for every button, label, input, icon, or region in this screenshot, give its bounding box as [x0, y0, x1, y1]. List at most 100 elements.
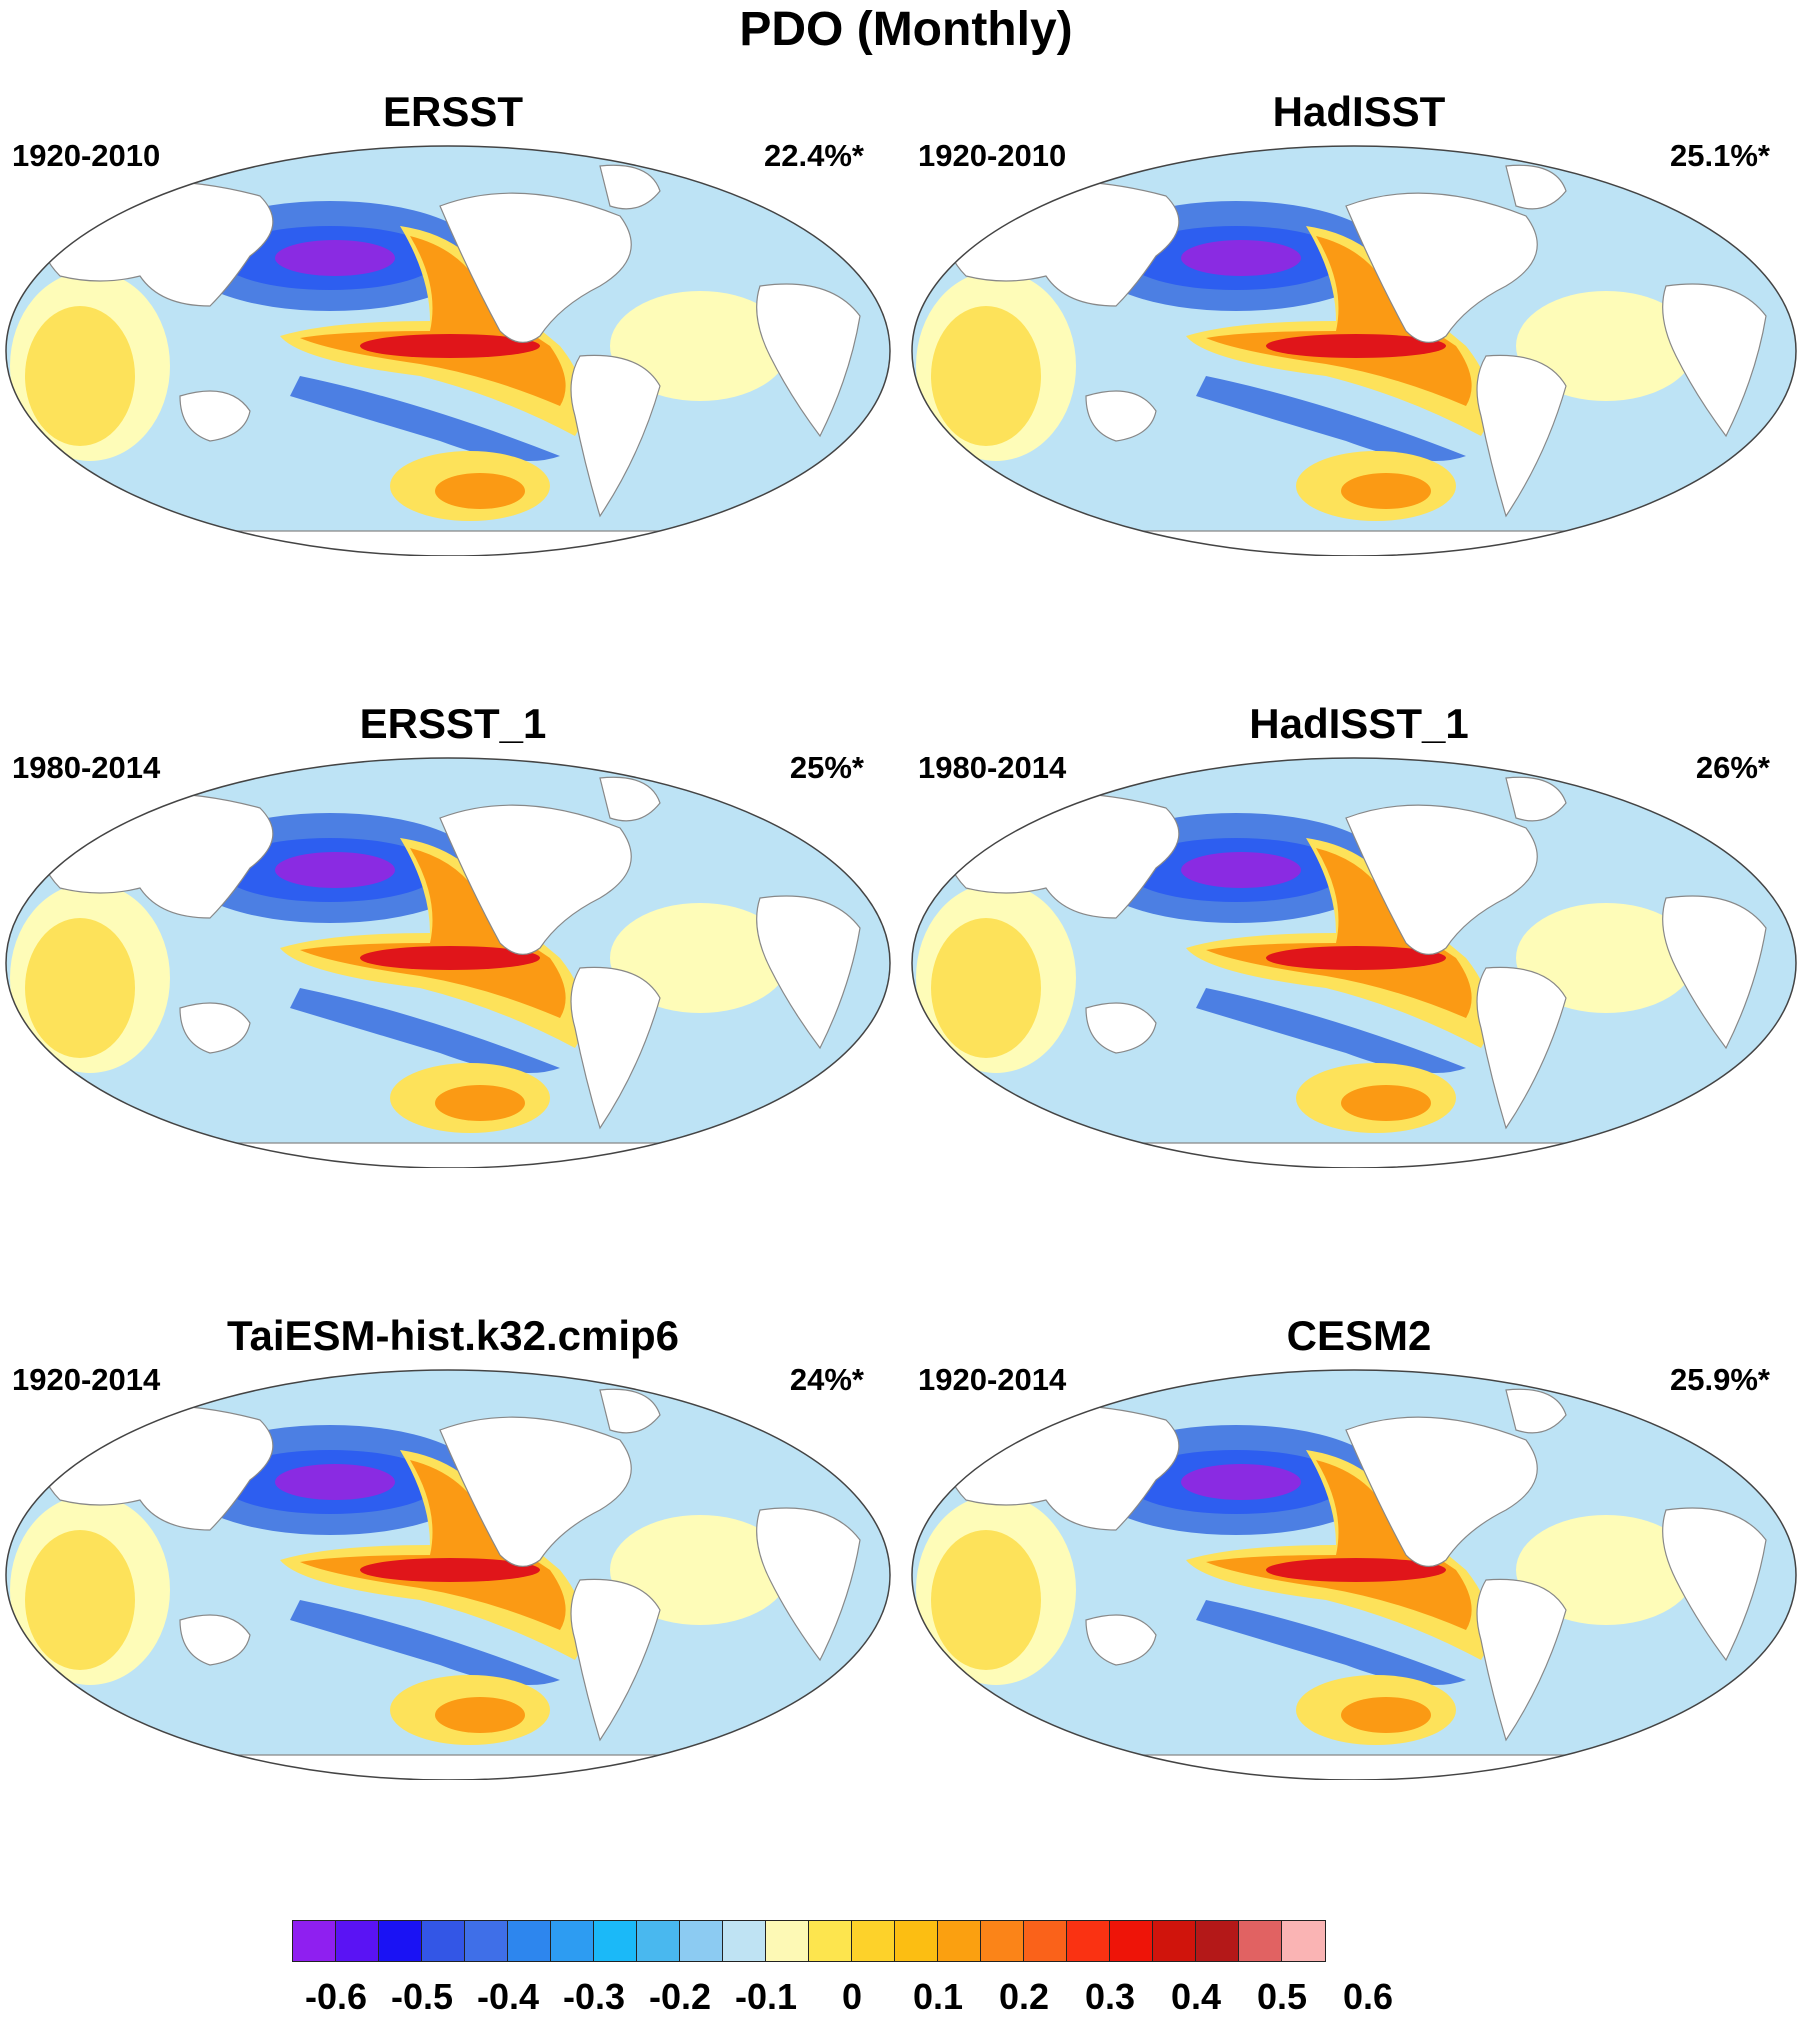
colorbar-box	[379, 1921, 422, 1961]
greenland-landmass	[1505, 776, 1567, 822]
map-panel: HadISST 1920-2010 25.1%*	[906, 0, 1812, 612]
colorbar-tick-label: 0	[841, 1976, 863, 2017]
north-pacific-cold-center	[275, 1464, 395, 1500]
australia-landmass	[179, 1002, 251, 1054]
colorbar-box	[895, 1921, 938, 1961]
panel-period: 1920-2010	[12, 138, 161, 173]
atlantic-zero-region	[610, 903, 790, 1013]
colorbar-tick-label: -0.2	[648, 1976, 712, 2017]
panel-explained-variance: 25.9%*	[1670, 1362, 1770, 1397]
panel-period: 1920-2014	[12, 1362, 161, 1397]
north-america-landmass	[1345, 192, 1538, 343]
pdo-warm-horseshoe-inner	[300, 848, 566, 1018]
africa-landmass	[756, 895, 861, 1050]
colorbar-tick-label: 0.3	[1084, 1976, 1136, 2017]
panel-title: CESM2	[1286, 1312, 1432, 1359]
sst-regression-map	[5, 757, 891, 1168]
australia-landmass	[1085, 1614, 1157, 1666]
antarctica-landmass	[912, 530, 1796, 556]
south-pacific-cold-band	[1196, 988, 1466, 1073]
south-pacific-warm-core	[435, 1697, 525, 1733]
indian-ocean-warm-region	[25, 918, 135, 1058]
panel-period: 1980-2014	[12, 750, 161, 785]
colorbar-tick-label: 0.6	[1342, 1976, 1394, 2017]
panel-period: 1980-2014	[918, 750, 1067, 785]
north-america-landmass	[439, 804, 632, 955]
colorbar-box	[293, 1921, 336, 1961]
south-america-landmass	[570, 1578, 661, 1742]
greenland-landmass	[599, 1388, 661, 1434]
north-pacific-cold-center	[275, 852, 395, 888]
map-boundary	[5, 1369, 891, 1780]
australia-landmass	[1085, 1002, 1157, 1054]
colorbar-box	[594, 1921, 637, 1961]
north-america-landmass	[1345, 1416, 1538, 1567]
colorbar-tick-label: -0.4	[476, 1976, 540, 2017]
map-boundary	[911, 1369, 1797, 1780]
pdo-warm-horseshoe-inner	[1206, 1460, 1472, 1630]
south-america-landmass	[1476, 966, 1567, 1130]
greenland-landmass	[1505, 164, 1567, 210]
colorbar	[292, 1920, 1326, 1962]
north-america-landmass	[1345, 804, 1538, 955]
atlantic-zero-region	[1516, 1515, 1696, 1625]
south-pacific-warm-core	[1341, 1697, 1431, 1733]
pdo-warm-horseshoe-inner	[300, 1460, 566, 1630]
north-america-landmass	[439, 1416, 632, 1567]
south-pacific-warm-core	[1341, 473, 1431, 509]
panel-title: HadISST_1	[1249, 700, 1469, 747]
africa-landmass	[1662, 895, 1767, 1050]
africa-landmass	[1662, 1507, 1767, 1662]
africa-landmass	[756, 1507, 861, 1662]
map-boundary	[911, 757, 1797, 1168]
panel-title: ERSST	[382, 88, 524, 135]
tropical-pacific-warm-core	[1266, 334, 1446, 358]
map-boundary	[5, 757, 891, 1168]
colorbar-box	[422, 1921, 465, 1961]
antarctica-landmass	[6, 1142, 890, 1168]
colorbar-box	[1282, 1921, 1325, 1961]
sst-regression-map	[5, 1369, 891, 1780]
colorbar-tick-label: -0.3	[562, 1976, 626, 2017]
antarctica-landmass	[6, 1754, 890, 1780]
greenland-landmass	[1505, 1388, 1567, 1434]
colorbar-box	[1024, 1921, 1067, 1961]
panel-explained-variance: 25%*	[789, 750, 864, 785]
pdo-warm-horseshoe-inner	[1206, 236, 1472, 406]
atlantic-zero-region	[610, 1515, 790, 1625]
australia-landmass	[179, 390, 251, 442]
panel-title: TaiESM-hist.k32.cmip6	[226, 1312, 680, 1359]
colorbar-box	[551, 1921, 594, 1961]
panel-explained-variance: 26%*	[1695, 750, 1770, 785]
antarctica-landmass	[912, 1754, 1796, 1780]
sst-regression-map	[911, 757, 1797, 1168]
sst-regression-map	[5, 145, 891, 556]
colorbar-tick-label: 0.1	[912, 1976, 964, 2017]
south-pacific-cold-band	[1196, 1600, 1466, 1685]
colorbar-box	[766, 1921, 809, 1961]
north-pacific-cold-center	[1181, 852, 1301, 888]
colorbar-box	[981, 1921, 1024, 1961]
colorbar-box	[637, 1921, 680, 1961]
map-panel: HadISST_1 1980-2014 26%*	[906, 612, 1812, 1224]
south-america-landmass	[570, 354, 661, 518]
australia-landmass	[179, 1614, 251, 1666]
tropical-pacific-warm-core	[1266, 1558, 1446, 1582]
colorbar-tick-label: -0.5	[390, 1976, 454, 2017]
map-panel: CESM2 1920-2014 25.9%*	[906, 1224, 1812, 1836]
tropical-pacific-warm-core	[1266, 946, 1446, 970]
colorbar-box	[1239, 1921, 1282, 1961]
south-pacific-warm-core	[435, 1085, 525, 1121]
map-panel: ERSST_1 1980-2014 25%*	[0, 612, 906, 1224]
colorbar-tick-label: 0.2	[998, 1976, 1050, 2017]
south-pacific-cold-band	[290, 1600, 560, 1685]
south-pacific-cold-band	[1196, 376, 1466, 461]
sst-regression-map	[911, 1369, 1797, 1780]
panel-period: 1920-2014	[918, 1362, 1067, 1397]
south-pacific-warm-core	[1341, 1085, 1431, 1121]
antarctica-landmass	[6, 530, 890, 556]
south-pacific-cold-band	[290, 376, 560, 461]
colorbar-box	[723, 1921, 766, 1961]
colorbar-tick-label: -0.6	[304, 1976, 368, 2017]
tropical-pacific-warm-core	[360, 946, 540, 970]
